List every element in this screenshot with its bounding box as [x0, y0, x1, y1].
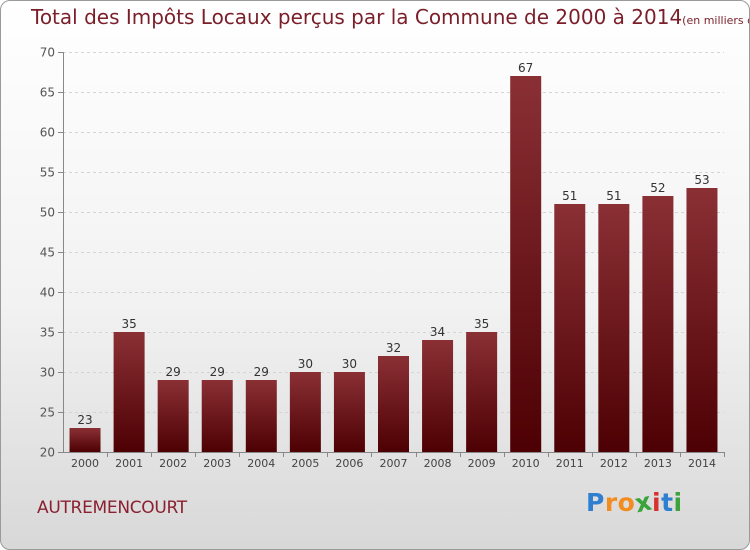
y-tick-label: 20	[40, 446, 55, 460]
value-label-2002: 29	[166, 365, 181, 379]
x-tick-label-2008: 2008	[424, 457, 452, 470]
bar-2005	[289, 372, 321, 452]
y-tick-label: 65	[40, 86, 55, 100]
value-label-2012: 51	[606, 189, 621, 203]
bar-2013	[642, 196, 674, 452]
logo-letter: o	[617, 488, 636, 517]
value-label-2010: 67	[518, 61, 533, 75]
bar-2012	[598, 204, 630, 452]
bar-2006	[333, 372, 365, 452]
x-tick-label-2010: 2010	[512, 457, 540, 470]
x-tick-label-2009: 2009	[468, 457, 496, 470]
bar-2009	[466, 332, 498, 452]
y-tick-label: 70	[40, 46, 55, 60]
logo-letter: i	[673, 488, 683, 517]
logo-letter: P	[586, 488, 605, 517]
x-tick-label-2001: 2001	[115, 457, 143, 470]
value-label-2000: 23	[77, 413, 92, 427]
x-tick-label-2011: 2011	[556, 457, 584, 470]
y-tick-label: 30	[40, 366, 55, 380]
y-tick-label: 60	[40, 126, 55, 140]
bar-2003	[201, 380, 233, 452]
value-label-2009: 35	[474, 317, 489, 331]
bars: 23 35 29 29 29 30 30 32 34 35 67 51 51 52 53	[69, 61, 718, 452]
x-tick-label-2012: 2012	[600, 457, 628, 470]
y-tick-label: 45	[40, 246, 55, 260]
commune-name: AUTREMENCOURT	[37, 498, 187, 518]
bar-2008	[422, 340, 454, 452]
chart-title: Total des Impôts Locaux perçus par la Co…	[31, 5, 749, 29]
axes: 20 25 30 35 40 45 50 55 60 65 70 2000 2001 2002 2003 20…	[40, 46, 725, 470]
logo-letter: t	[661, 488, 674, 517]
x-tick-label-2007: 2007	[380, 457, 408, 470]
x-tick-label-2002: 2002	[159, 457, 187, 470]
x-tick-label-2004: 2004	[247, 457, 275, 470]
y-tick-label: 55	[40, 166, 55, 180]
value-label-2004: 29	[254, 365, 269, 379]
bar-2007	[378, 356, 409, 452]
chart-title-text: Total des Impôts Locaux perçus par la Co…	[31, 5, 683, 29]
logo-letter: i	[652, 488, 662, 517]
value-label-2006: 30	[342, 357, 357, 371]
value-label-2007: 32	[386, 341, 401, 355]
bar-2000	[69, 428, 101, 452]
y-tick-label: 50	[40, 206, 55, 220]
x-tick-label-2003: 2003	[203, 457, 231, 470]
y-tick-label: 40	[40, 286, 55, 300]
y-tick-label: 35	[40, 326, 55, 340]
x-tick-label-2014: 2014	[688, 457, 716, 470]
bar-2004	[245, 380, 277, 452]
value-label-2003: 29	[210, 365, 225, 379]
value-label-2011: 51	[562, 189, 577, 203]
x-tick-label-2000: 2000	[71, 457, 99, 470]
bar-2002	[157, 380, 189, 452]
value-label-2013: 52	[650, 181, 665, 195]
value-label-2001: 35	[121, 317, 136, 331]
bar-2010	[510, 76, 542, 452]
bar-2014	[686, 188, 718, 452]
bar-2011	[554, 204, 586, 452]
value-label-2014: 53	[694, 173, 709, 187]
chart-unit: (en milliers d'€)	[682, 14, 749, 27]
logo-letter: r	[604, 488, 618, 517]
proxiti-logo: Proxiti	[586, 487, 683, 519]
value-label-2005: 30	[298, 357, 313, 371]
x-tick-label-2006: 2006	[335, 457, 363, 470]
x-tick-label-2005: 2005	[291, 457, 319, 470]
value-label-2008: 34	[430, 325, 445, 339]
x-tick-label-2013: 2013	[644, 457, 672, 470]
y-tick-label: 25	[40, 406, 55, 420]
bar-2001	[113, 332, 145, 452]
